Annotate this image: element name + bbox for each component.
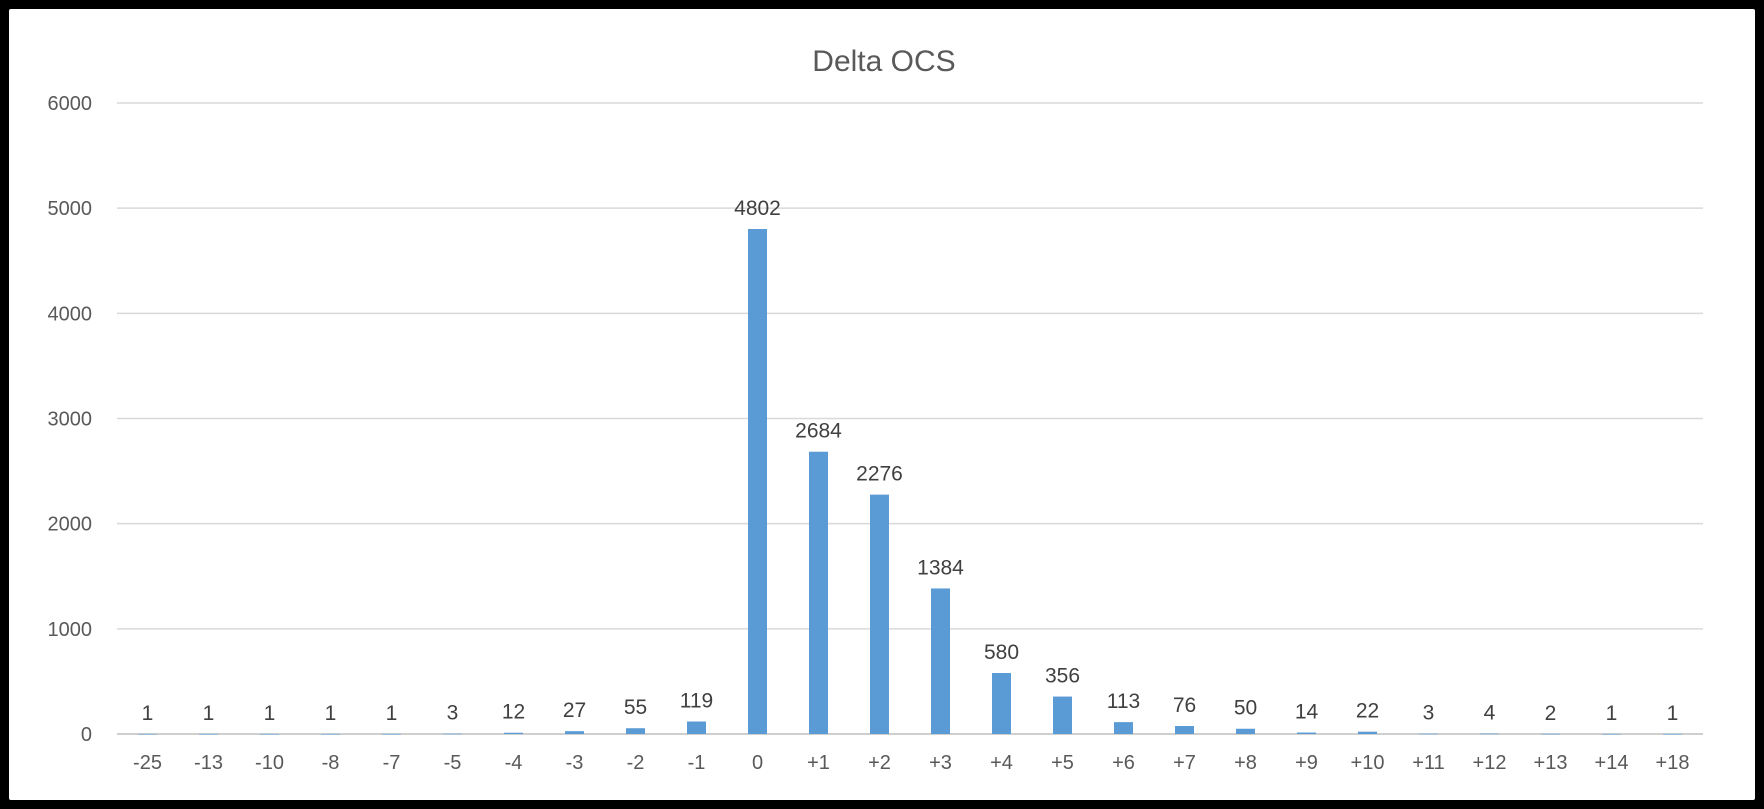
x-tick-label: +8: [1234, 752, 1257, 774]
x-tick-label: +11: [1412, 752, 1444, 774]
data-label: 22: [1356, 700, 1379, 723]
bar: [321, 733, 340, 735]
x-tick-label: 0: [752, 752, 763, 774]
y-tick-label: 4000: [48, 303, 93, 325]
x-tick-label: -7: [383, 752, 401, 774]
y-tick-label: 5000: [48, 198, 93, 220]
x-tick-label: -2: [627, 752, 645, 774]
bar: [687, 721, 706, 734]
x-tick-label: +18: [1656, 752, 1690, 774]
data-label: 2276: [856, 463, 903, 486]
bar: [1236, 728, 1255, 734]
x-tick-label: -8: [322, 752, 340, 774]
bar: [1419, 733, 1438, 735]
data-label: 1: [1606, 702, 1618, 725]
x-tick-label: +13: [1534, 752, 1568, 774]
x-tick-label: +6: [1112, 752, 1135, 774]
data-label: 119: [680, 689, 713, 712]
bar: [138, 733, 157, 735]
y-tick-label: 0: [81, 724, 92, 746]
data-label: 1: [1667, 702, 1679, 725]
bar: [992, 673, 1011, 734]
data-label: 580: [984, 641, 1019, 664]
data-label: 3: [1423, 702, 1435, 725]
data-label: 12: [502, 701, 525, 724]
data-label: 2684: [795, 420, 842, 443]
data-label: 55: [624, 696, 647, 719]
data-label: 1: [203, 702, 215, 725]
x-tick-label: +3: [929, 752, 952, 774]
x-tick-label: +1: [807, 752, 830, 774]
data-label: 14: [1295, 701, 1319, 724]
y-tick-label: 2000: [48, 514, 93, 536]
data-label: 4802: [734, 197, 781, 220]
data-label: 4: [1484, 702, 1496, 725]
bar: [809, 451, 828, 734]
data-label: 1: [386, 702, 398, 725]
x-tick-label: +7: [1173, 752, 1196, 774]
bar: [1175, 726, 1194, 734]
bar: [870, 494, 889, 734]
x-tick-label: +12: [1473, 752, 1507, 774]
bar: [1053, 696, 1072, 734]
chart-title: Delta OCS: [812, 45, 955, 78]
bar: [931, 588, 950, 734]
x-tick-label: -1: [688, 752, 706, 774]
data-label: 27: [563, 699, 586, 722]
x-tick-label: -13: [194, 752, 223, 774]
bar: [1297, 732, 1316, 734]
x-tick-label: +14: [1595, 752, 1629, 774]
bar: [1358, 731, 1377, 734]
data-label: 76: [1173, 694, 1196, 717]
bar: [260, 733, 279, 735]
y-tick-label: 3000: [48, 409, 93, 431]
data-label: 1: [264, 702, 276, 725]
x-tick-label: -10: [255, 752, 284, 774]
x-tick-label: +5: [1051, 752, 1074, 774]
data-label: 3: [447, 702, 459, 725]
bar: [1602, 733, 1621, 735]
bar: [626, 728, 645, 734]
bar: [1114, 722, 1133, 734]
y-tick-label: 1000: [48, 619, 93, 641]
x-tick-label: -3: [566, 752, 584, 774]
x-tick-label: +10: [1351, 752, 1385, 774]
data-label: 1384: [917, 556, 964, 579]
data-label: 1: [325, 702, 337, 725]
data-label: 1: [142, 702, 154, 725]
bar: [1541, 733, 1560, 735]
data-label: 356: [1045, 665, 1080, 688]
bar: [1480, 733, 1499, 735]
bar: [199, 733, 218, 735]
bar: [443, 733, 462, 735]
x-tick-label: +4: [990, 752, 1013, 774]
x-tick-label: +2: [868, 752, 891, 774]
x-tick-label: -4: [505, 752, 523, 774]
data-label: 2: [1545, 702, 1557, 725]
bar: [382, 733, 401, 735]
x-tick-label: -5: [444, 752, 462, 774]
bar: [565, 731, 584, 734]
data-label: 50: [1234, 697, 1257, 720]
y-tick-label: 6000: [48, 93, 93, 115]
bar: [1663, 733, 1682, 735]
data-label: 113: [1107, 690, 1140, 713]
bar: [748, 228, 767, 734]
x-tick-label: +9: [1295, 752, 1318, 774]
x-tick-label: -25: [133, 752, 162, 774]
bar: [504, 732, 523, 734]
